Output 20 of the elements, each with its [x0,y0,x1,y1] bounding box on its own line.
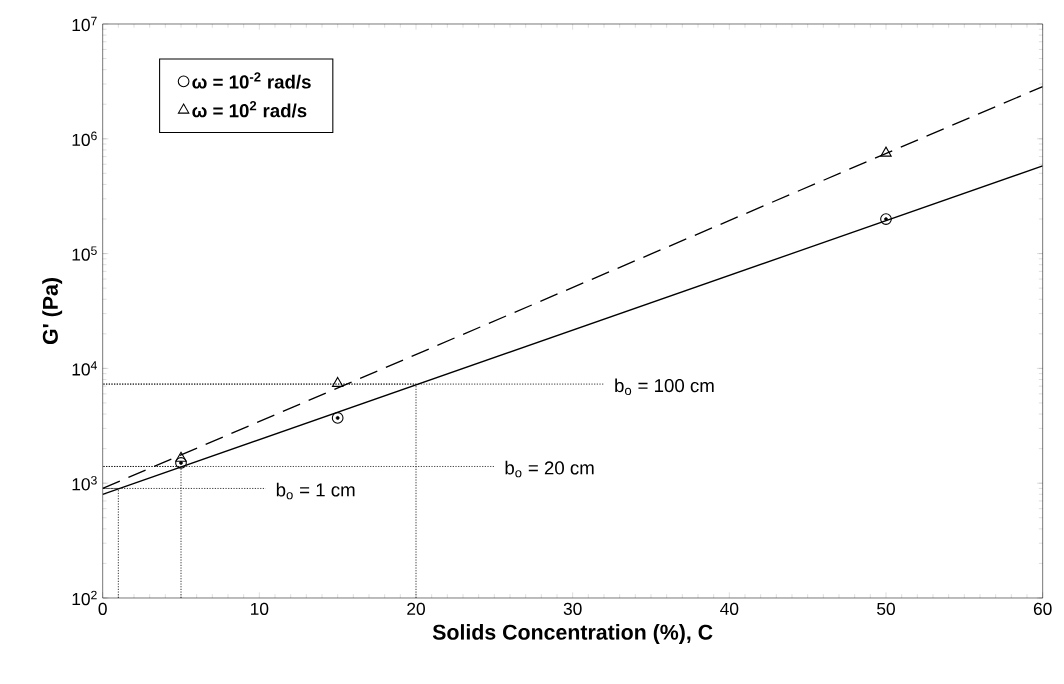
x-tick-label: 60 [1033,602,1052,615]
x-tick-label: 40 [720,602,739,615]
y-tick-label: 10$^{7}$ [72,16,97,32]
series-label: b$_{o}$ = 1 cm [276,482,355,500]
y-axis-title: G' (Pa) [42,278,63,345]
x-tick-label: 10 [251,602,269,615]
x-tick-label: 50 [877,602,895,615]
y-tick-label: 10$^{3}$ [72,475,97,491]
series-label: b$_{o}$ = 100 cm [615,378,714,396]
y-tick-label: 10$^{2}$ [72,590,97,606]
x-tick-label: 20 [407,602,425,615]
x-tick-label: 30 [563,602,582,615]
y-tick-label: 10$^{5}$ [72,246,97,261]
y-tick-label: 10$^{4}$ [72,361,97,376]
y-tick-label: 10$^{6}$ [72,131,97,147]
series-label: b$_{o}$ = 20 cm [505,460,594,478]
x-tick-label: 0 [98,602,107,615]
legend-label: ω = 10$^{-2}$ rad/s [192,72,311,89]
x-axis-title: Solids Concentration (%), C [432,624,713,645]
legend-label: ω = 10$^{2}$ rad/s [192,101,307,118]
